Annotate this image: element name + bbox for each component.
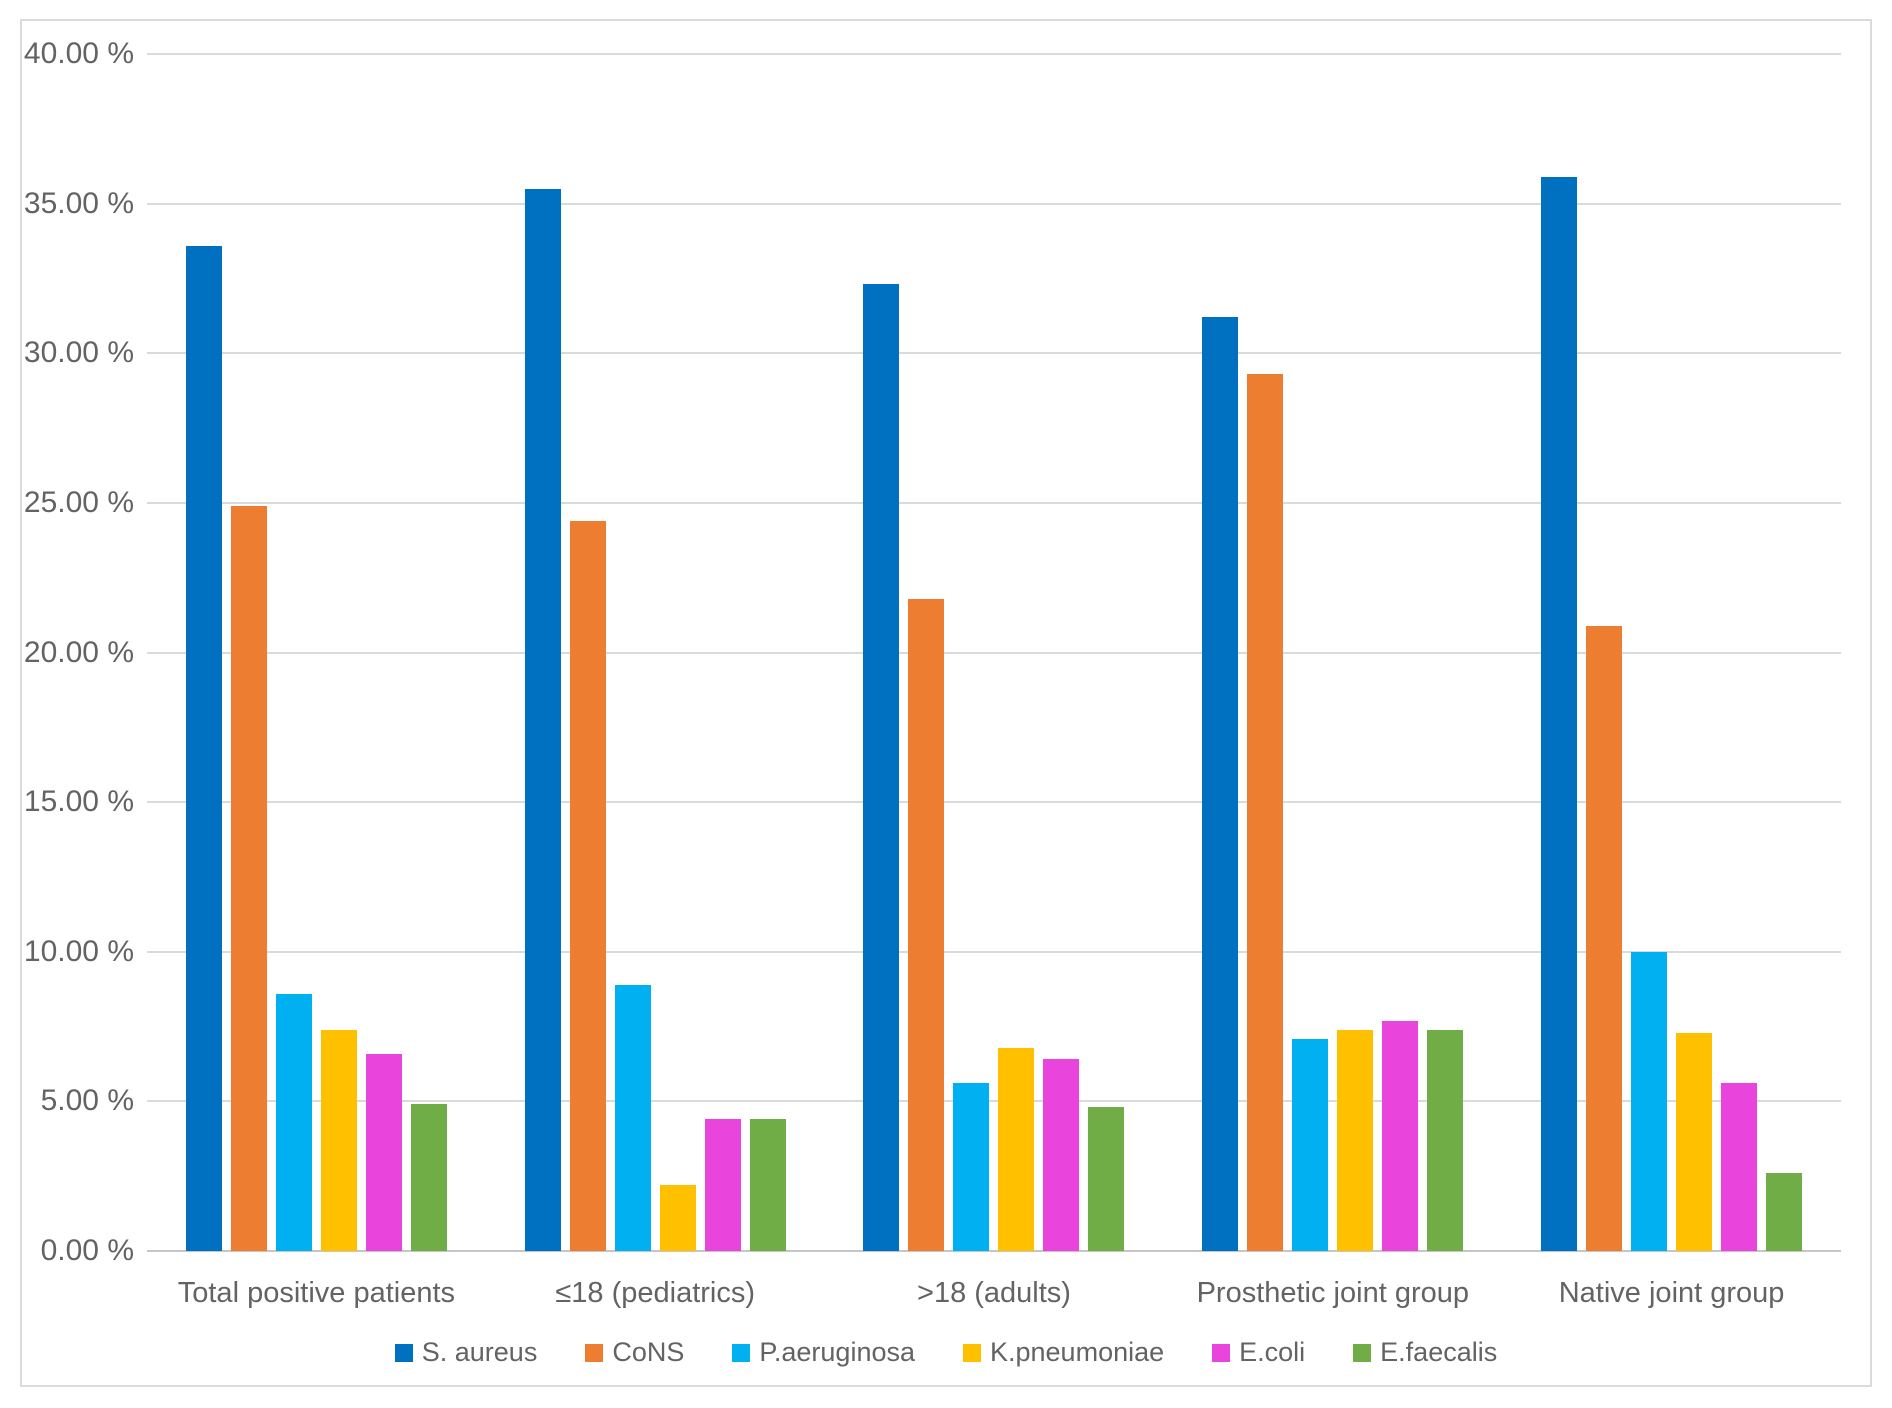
- legend-item-p-aeruginosa: P.aeruginosa: [732, 1337, 915, 1368]
- bar-k-pneumoniae-native-joint-group: [1676, 1032, 1713, 1251]
- legend-item-e-coli: E.coli: [1212, 1337, 1305, 1368]
- bar-k-pneumoniae-18-adults: [998, 1047, 1035, 1251]
- legend-swatch-e-faecalis: [1353, 1343, 1372, 1362]
- bar-p-aeruginosa-18-adults: [953, 1083, 990, 1251]
- gridline-15: [147, 801, 1841, 804]
- y-axis-tick-label: 40.00 %: [23, 37, 134, 70]
- y-axis-tick-label: 0.00 %: [40, 1234, 134, 1267]
- bar-e-faecalis-total-positive-patients: [410, 1104, 447, 1251]
- x-axis-baseline: [147, 1250, 1841, 1252]
- legend-swatch-cons: [585, 1343, 604, 1362]
- bar-s-aureus-native-joint-group: [1541, 176, 1578, 1251]
- plot-area: [147, 53, 1841, 1252]
- y-axis-tick-label: 25.00 %: [23, 485, 134, 519]
- legend-item-s-aureus: S. aureus: [394, 1337, 538, 1368]
- gridline-5: [147, 1100, 1841, 1103]
- legend-label: E.coli: [1239, 1337, 1306, 1367]
- bar-e-coli-prosthetic-joint-group: [1382, 1020, 1419, 1251]
- legend-swatch-p-aeruginosa: [732, 1343, 751, 1362]
- bar-e-faecalis-native-joint-group: [1766, 1173, 1803, 1251]
- legend: S. aureus CoNS P.aeruginosa K.pneumoniae E.c…: [22, 1337, 1870, 1368]
- bar-p-aeruginosa-prosthetic-joint-group: [1292, 1038, 1329, 1251]
- bars-layer: [147, 54, 1841, 1251]
- category-group-native-joint-group: [1502, 54, 1841, 1251]
- category-group-prosthetic-joint-group: [1163, 54, 1502, 1251]
- bar-s-aureus-prosthetic-joint-group: [1202, 317, 1239, 1251]
- y-axis-tick-label: 35.00 %: [23, 186, 134, 220]
- bar-k-pneumoniae-total-positive-patients: [320, 1029, 357, 1251]
- gridlines-layer: [147, 53, 1841, 1252]
- bar-e-coli-total-positive-patients: [365, 1053, 402, 1251]
- y-axis: 0.00 % 5.00 % 10.00 % 15.00 % 20.00 % 25.00 %…: [22, 37, 134, 1267]
- legend-swatch-s-aureus: [394, 1343, 413, 1362]
- bar-e-coli-18-adults: [1043, 1059, 1080, 1251]
- bar-s-aureus-total-positive-patients: [185, 245, 222, 1251]
- legend-label: E.faecalis: [1380, 1337, 1498, 1367]
- bar-cons-18-adults: [908, 598, 945, 1251]
- legend-item-k-pneumoniae: K.pneumoniae: [963, 1337, 1164, 1368]
- legend-label: K.pneumoniae: [990, 1337, 1165, 1367]
- bar-e-faecalis-prosthetic-joint-group: [1427, 1029, 1464, 1251]
- bar-cons-total-positive-patients: [230, 505, 267, 1251]
- legend-label: CoNS: [612, 1337, 685, 1367]
- x-axis-category-label: ≤18 (pediatrics): [555, 1277, 756, 1309]
- gridline-35: [147, 202, 1841, 205]
- y-axis-tick-label: 10.00 %: [23, 934, 134, 968]
- gridline-20: [147, 651, 1841, 654]
- bar-p-aeruginosa-total-positive-patients: [275, 993, 312, 1251]
- bar-cons-native-joint-group: [1586, 625, 1623, 1251]
- bar-p-aeruginosa-18-pediatrics: [614, 984, 651, 1251]
- bar-s-aureus-18-adults: [863, 284, 900, 1251]
- bar-p-aeruginosa-native-joint-group: [1631, 951, 1668, 1251]
- legend-label: S. aureus: [421, 1337, 538, 1367]
- category-group-18-adults: [825, 54, 1164, 1251]
- bar-e-faecalis-18-adults: [1088, 1107, 1125, 1251]
- legend-item-e-faecalis: E.faecalis: [1353, 1337, 1497, 1368]
- bar-s-aureus-18-pediatrics: [524, 188, 561, 1251]
- y-axis-tick-label: 5.00 %: [40, 1084, 134, 1118]
- bar-cons-18-pediatrics: [569, 520, 606, 1251]
- bar-e-faecalis-18-pediatrics: [749, 1119, 786, 1251]
- x-axis-category-label: Total positive patients: [177, 1277, 456, 1309]
- x-axis-category-label: Native joint group: [1558, 1277, 1785, 1309]
- category-group-total-positive-patients: [147, 54, 486, 1251]
- x-axis-labels: Total positive patients ≤18 (pediatrics) >…: [147, 1273, 1841, 1313]
- gridline-40: [147, 53, 1841, 55]
- legend-swatch-e-coli: [1212, 1343, 1231, 1362]
- legend-swatch-k-pneumoniae: [963, 1343, 981, 1362]
- bar-cons-prosthetic-joint-group: [1247, 374, 1284, 1251]
- category-group-18-pediatrics: [486, 54, 825, 1251]
- bar-e-coli-18-pediatrics: [704, 1119, 741, 1251]
- gridline-25: [147, 501, 1841, 504]
- bar-e-coli-native-joint-group: [1721, 1083, 1758, 1251]
- y-axis-tick-label: 20.00 %: [23, 635, 134, 669]
- legend-item-cons: CoNS: [585, 1337, 684, 1368]
- legend-label: P.aeruginosa: [759, 1337, 915, 1367]
- bar-k-pneumoniae-18-pediatrics: [659, 1185, 696, 1251]
- chart-frame: 0.00 % 5.00 % 10.00 % 15.00 % 20.00 % 25.00 %…: [20, 19, 1872, 1387]
- gridline-30: [147, 352, 1841, 355]
- x-axis-category-label: >18 (adults): [917, 1277, 1071, 1309]
- y-axis-tick-label: 30.00 %: [23, 336, 134, 370]
- x-axis-category-label: Prosthetic joint group: [1196, 1277, 1469, 1309]
- gridline-10: [147, 950, 1841, 953]
- bar-k-pneumoniae-prosthetic-joint-group: [1337, 1029, 1374, 1251]
- y-axis-tick-label: 15.00 %: [23, 785, 134, 819]
